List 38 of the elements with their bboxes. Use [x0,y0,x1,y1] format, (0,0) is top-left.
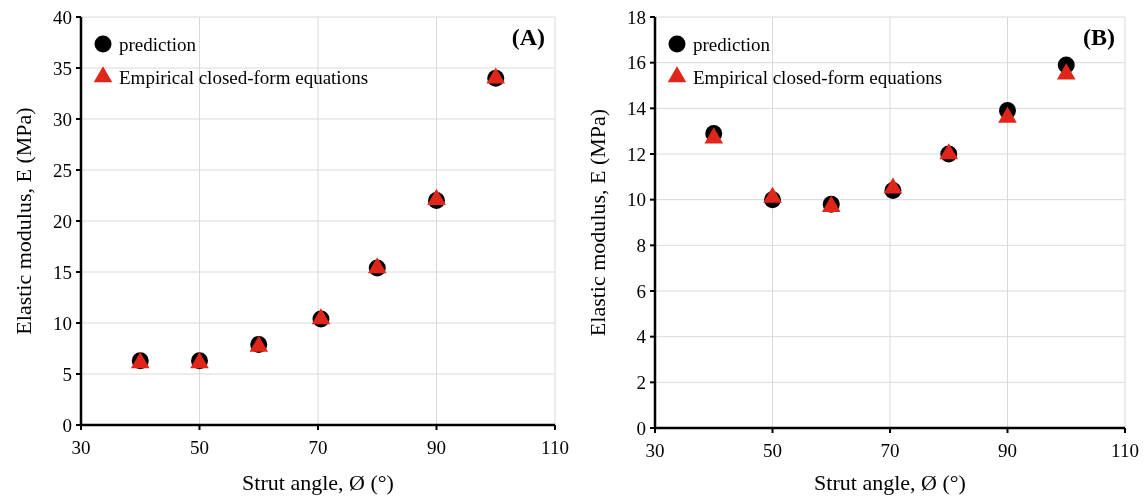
y-axis-title: Elastic modulus, E (MPa) [11,107,36,335]
y-tick-label: 10 [627,189,646,211]
y-tick-label: 15 [53,261,72,283]
x-tick-label: 110 [1111,440,1139,461]
x-tick-label: 90 [998,440,1017,461]
y-tick-label: 25 [53,159,72,181]
annotation: (A) [511,24,545,50]
y-tick-label: 35 [53,57,72,79]
x-tick-label: 50 [763,440,782,461]
y-tick-label: 8 [636,234,646,256]
x-tick-label: 110 [541,437,569,458]
legend-label: prediction [119,33,197,55]
y-tick-label: 10 [53,312,72,334]
x-tick-label: 90 [427,437,446,458]
y-tick-label: 2 [636,371,646,393]
y-tick-label: 6 [636,280,646,302]
x-axis-title: Strut angle, Ø (°) [814,470,966,495]
legend-label: Empirical closed-form equations [693,66,943,88]
y-tick-label: 12 [627,143,646,165]
x-tick-label: 70 [880,440,900,461]
y-axis-title: Elastic modulus, E (MPa) [585,108,610,337]
y-tick-label: 18 [627,6,646,28]
y-tick-label: 20 [53,210,72,232]
x-tick-label: 50 [190,437,209,458]
y-tick-label: 16 [627,52,646,74]
x-axis-title: Strut angle, Ø (°) [242,470,394,495]
y-tick-label: 30 [53,108,72,130]
legend-label: Empirical closed-form equations [119,66,369,88]
y-tick-label: 0 [636,417,646,439]
annotation: (B) [1083,24,1115,50]
y-tick-label: 5 [62,363,72,385]
y-tick-label: 40 [53,6,72,28]
x-tick-label: 70 [308,437,328,458]
legend-label: prediction [693,33,771,55]
y-tick-label: 14 [627,97,647,119]
y-tick-label: 0 [62,414,72,436]
y-tick-label: 4 [636,326,647,348]
point [427,188,446,205]
